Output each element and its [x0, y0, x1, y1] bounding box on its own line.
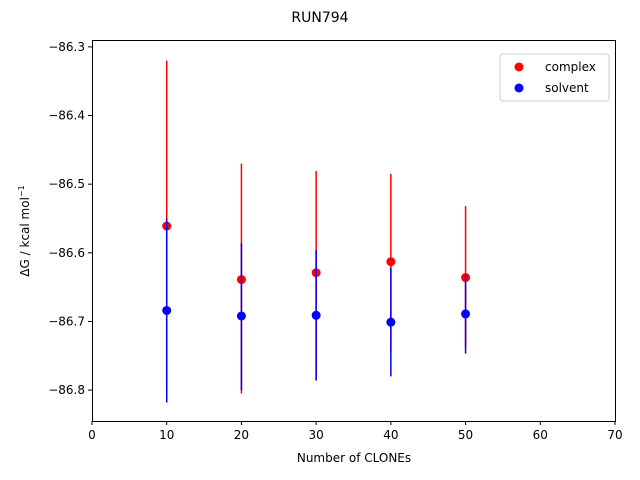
y-axis-label-text: ΔG / kcal mol: [18, 197, 32, 277]
y-tick-label: −86.5: [48, 177, 85, 191]
x-tick-label: 10: [159, 428, 174, 442]
series-layer: [162, 60, 471, 403]
x-tick-label: 70: [607, 428, 622, 442]
x-tick-label: 0: [88, 428, 96, 442]
x-tick-label: 30: [309, 428, 324, 442]
chart-title: RUN794: [291, 10, 348, 26]
y-axis-label: ΔG / kcal mol−1: [17, 185, 32, 276]
legend-label-complex: complex: [545, 60, 596, 74]
legend-label-solvent: solvent: [545, 81, 589, 95]
x-axis-label: Number of CLONEs: [297, 451, 411, 465]
legend-box: [499, 53, 610, 102]
solvent-point: [461, 309, 471, 319]
x-tick-label: 60: [533, 428, 548, 442]
x-tick-label: 40: [383, 428, 398, 442]
y-tick-label: −86.6: [48, 246, 85, 260]
y-tick-label: −86.8: [48, 383, 85, 397]
legend-marker-complex: [514, 62, 524, 72]
y-axis-label-superscript: −1: [17, 185, 26, 197]
x-tick-label: 50: [458, 428, 473, 442]
complex-point: [386, 257, 396, 267]
y-tick-label: −86.7: [48, 314, 85, 328]
y-tick-label: −86.3: [48, 40, 85, 54]
legend: complex solvent: [499, 53, 610, 102]
x-axis: 0 10 20 30 40 50 60 70: [88, 421, 623, 442]
solvent-point: [311, 310, 321, 320]
series-solvent: [162, 218, 471, 403]
x-tick-label: 20: [234, 428, 249, 442]
solvent-point: [236, 311, 246, 321]
solvent-point: [386, 317, 396, 327]
solvent-point: [162, 305, 172, 315]
y-axis: −86.3 −86.4 −86.5 −86.6 −86.7 −86.8: [48, 40, 92, 397]
y-tick-label: −86.4: [48, 109, 85, 123]
plot-frame: [92, 40, 616, 422]
legend-marker-solvent: [514, 83, 524, 93]
